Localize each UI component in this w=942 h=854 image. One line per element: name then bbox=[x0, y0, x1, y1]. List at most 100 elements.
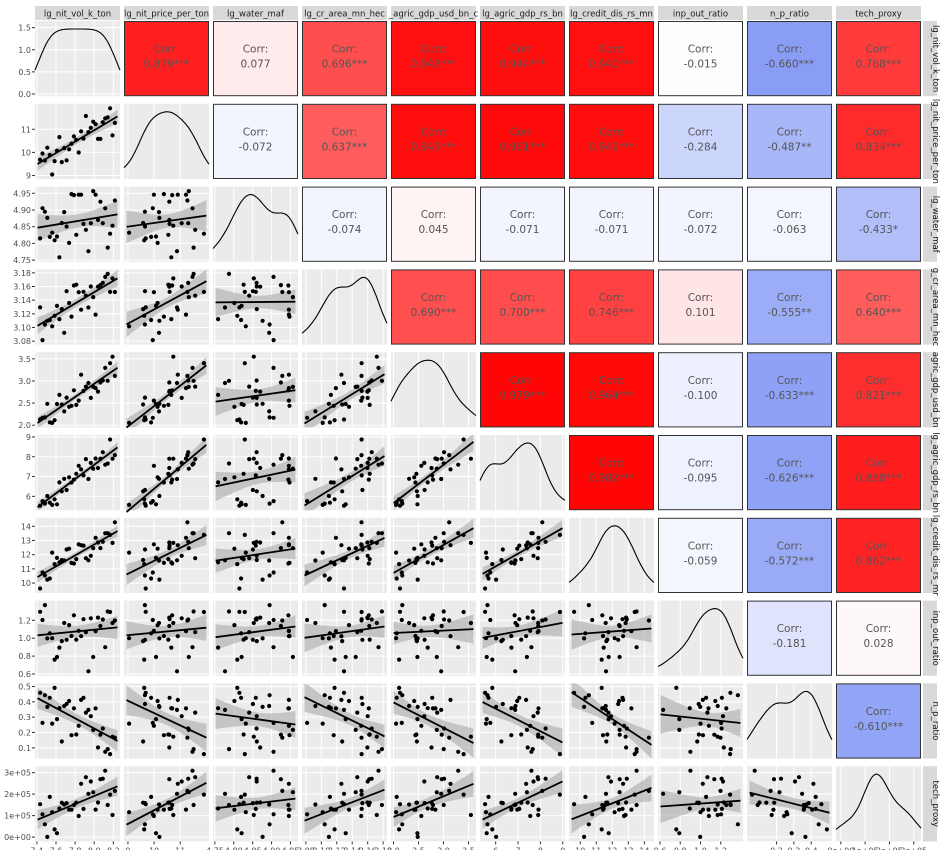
data-point bbox=[222, 707, 228, 713]
data-point bbox=[242, 792, 247, 797]
data-point bbox=[142, 547, 148, 552]
panel-background bbox=[35, 21, 120, 97]
data-point bbox=[379, 609, 384, 614]
data-point bbox=[183, 456, 189, 461]
data-point bbox=[166, 232, 171, 237]
data-point bbox=[237, 609, 242, 614]
data-point bbox=[235, 562, 240, 567]
data-point bbox=[586, 603, 591, 608]
data-point bbox=[155, 404, 160, 409]
data-point bbox=[422, 487, 427, 493]
data-point bbox=[712, 777, 717, 782]
data-point bbox=[241, 557, 246, 562]
data-point bbox=[155, 475, 160, 480]
data-point bbox=[243, 550, 248, 555]
panel-r8-c9: Corr:-0.610*** bbox=[836, 683, 921, 759]
data-point bbox=[322, 693, 327, 698]
data-point bbox=[720, 714, 726, 719]
data-point bbox=[40, 617, 45, 623]
data-point bbox=[447, 618, 452, 623]
data-point bbox=[110, 354, 115, 359]
y-tick-label: 0.3 bbox=[18, 713, 31, 722]
data-point bbox=[157, 318, 162, 323]
data-point bbox=[343, 831, 348, 836]
data-point bbox=[86, 791, 91, 796]
data-point bbox=[150, 570, 155, 575]
data-point bbox=[185, 373, 190, 378]
data-point bbox=[605, 800, 610, 805]
data-point bbox=[359, 695, 364, 700]
data-point bbox=[103, 206, 108, 211]
panel-r8-c8 bbox=[746, 683, 833, 759]
data-point bbox=[434, 654, 439, 660]
data-point bbox=[606, 831, 611, 836]
data-point bbox=[490, 562, 495, 567]
data-point bbox=[513, 558, 518, 563]
y-tick-label: 0.4 bbox=[18, 698, 31, 707]
data-point bbox=[171, 812, 176, 818]
panel-r4-c1 bbox=[124, 352, 209, 429]
data-point bbox=[341, 558, 347, 563]
data-point bbox=[355, 710, 360, 715]
data-point bbox=[174, 669, 180, 674]
data-point bbox=[696, 701, 701, 707]
data-point bbox=[509, 706, 514, 711]
data-point bbox=[600, 706, 605, 711]
data-point bbox=[414, 471, 419, 476]
data-point bbox=[603, 703, 608, 709]
panel-r2-c2 bbox=[212, 186, 299, 262]
data-point bbox=[327, 420, 332, 425]
x-tick-label: 0e+00 bbox=[827, 846, 854, 850]
data-point bbox=[74, 282, 79, 287]
data-point bbox=[83, 384, 88, 389]
data-point bbox=[688, 768, 693, 773]
data-point bbox=[407, 476, 412, 481]
panel-r8-c4 bbox=[391, 683, 476, 759]
data-point bbox=[271, 570, 276, 575]
data-point bbox=[167, 732, 172, 737]
data-point bbox=[93, 706, 98, 711]
x-tick-label: 7 bbox=[515, 846, 520, 850]
data-point bbox=[191, 245, 196, 250]
x-tick-label: 7.4 bbox=[31, 846, 44, 850]
data-point bbox=[247, 775, 252, 780]
data-point bbox=[600, 807, 606, 812]
data-point bbox=[271, 617, 276, 623]
data-point bbox=[374, 734, 379, 739]
y-tick-label: 11 bbox=[21, 125, 31, 134]
data-point bbox=[151, 463, 156, 468]
data-point bbox=[50, 230, 55, 235]
data-point bbox=[605, 732, 610, 737]
data-point bbox=[258, 284, 263, 289]
data-point bbox=[340, 800, 345, 805]
data-point bbox=[530, 747, 535, 752]
y-tick-label: 3.10 bbox=[13, 324, 31, 333]
data-point bbox=[305, 415, 310, 420]
data-point bbox=[127, 636, 132, 641]
data-point bbox=[525, 745, 530, 750]
data-point bbox=[394, 794, 399, 800]
panel-r6-c7: Corr:-0.059 bbox=[658, 517, 743, 593]
data-point bbox=[468, 812, 473, 818]
data-point bbox=[494, 834, 499, 840]
data-point bbox=[142, 573, 147, 578]
data-point bbox=[250, 637, 255, 642]
corr-tile bbox=[747, 517, 832, 593]
data-point bbox=[590, 617, 595, 623]
regression-line bbox=[482, 527, 563, 575]
data-point bbox=[617, 727, 622, 733]
data-point bbox=[151, 290, 156, 295]
density-curve bbox=[479, 442, 566, 501]
panel-r1-c0 bbox=[35, 103, 120, 179]
data-point bbox=[38, 305, 43, 310]
data-point bbox=[617, 698, 622, 704]
data-point bbox=[433, 807, 438, 812]
corr-value: 0.862*** bbox=[856, 555, 902, 567]
data-point bbox=[86, 558, 91, 563]
data-point bbox=[359, 463, 364, 468]
confidence-band bbox=[393, 691, 474, 758]
panel-r7-c7 bbox=[657, 600, 744, 676]
data-point bbox=[400, 573, 405, 578]
data-point bbox=[67, 475, 72, 480]
data-point bbox=[62, 620, 67, 626]
